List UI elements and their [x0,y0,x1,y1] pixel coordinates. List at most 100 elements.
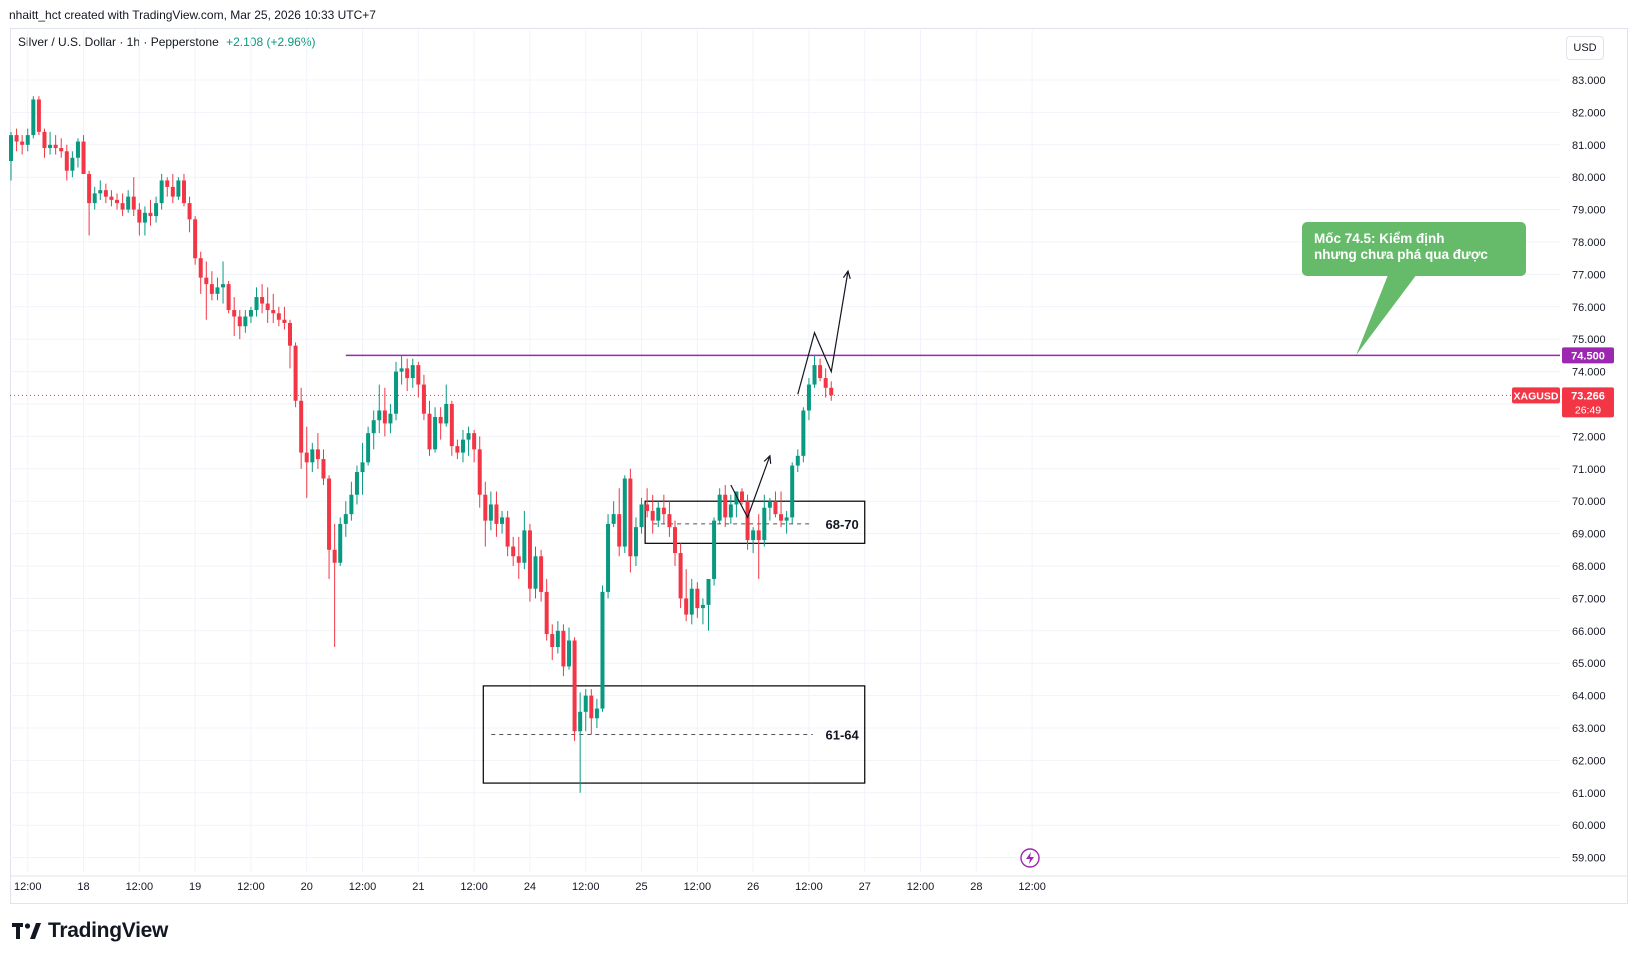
candle-body [288,323,292,346]
candle-body [617,514,622,547]
candle-body [64,151,69,171]
price-tick-label: 66.000 [1572,626,1606,638]
time-tick-label: 28 [970,881,982,893]
candle-body [460,439,465,453]
candle-body [271,310,276,314]
candle-body [449,404,454,447]
candle-body [304,452,309,463]
candle-body [148,212,153,217]
price-tick-label: 81.000 [1572,140,1606,152]
time-tick-label: 25 [635,881,647,893]
candle-body [382,410,387,424]
price-tick-label: 74.000 [1572,367,1606,379]
candle-body [354,472,359,495]
candle-body [170,186,175,197]
time-tick-label: 12:00 [14,881,42,893]
candle-body [555,630,560,647]
candle-body [142,212,147,223]
price-tick-label: 83.000 [1572,75,1606,87]
candle-body [433,416,438,450]
candle-body [500,517,505,524]
time-tick-label: 12:00 [349,881,377,893]
candle-body [126,196,131,210]
price-tick-label: 70.000 [1572,496,1606,508]
tradingview-logo[interactable]: TradingView [12,919,168,943]
candle-body [109,196,114,200]
candle-body [31,99,36,136]
candle-body [829,387,834,396]
time-tick-label: 12:00 [795,881,823,893]
candle-body [712,520,717,579]
candle-body [567,640,571,667]
zone-box [482,685,866,784]
candle-body [488,504,493,521]
time-tick-label: 12:00 [572,881,600,893]
candle-body [198,258,203,278]
candle-body [371,420,376,434]
candle-body [181,180,186,204]
candle-body [226,284,231,311]
zone-label: 68-70 [825,517,858,532]
candle-body [399,368,404,372]
price-tick-label: 67.000 [1572,593,1606,605]
candle-body [773,501,778,515]
countdown-text: 26:49 [1575,404,1601,416]
time-tick-label: 12:00 [126,881,154,893]
candle-body [327,478,332,550]
price-tick-label: 79.000 [1572,205,1606,217]
level-badge-text: 74.500 [1571,350,1605,362]
candle-body [516,556,521,563]
candle-body [20,141,25,145]
candle-body [734,491,739,505]
candle-body [349,494,354,515]
candle-body [561,630,566,667]
price-tick-label: 80.000 [1572,172,1606,184]
candle-body [823,378,828,388]
candle-body [315,449,320,460]
candle-body [751,530,756,541]
candle-body [276,313,281,320]
candle-body [511,546,516,557]
candle-body [92,193,97,204]
candle-body [260,297,265,304]
candle-body [472,433,477,450]
candle-body [667,514,672,528]
candle-body [421,384,426,414]
candle-body [550,634,555,647]
candle-body [248,310,253,317]
candle-body [215,287,220,294]
price-tick-label: 71.000 [1572,464,1606,476]
candle-body [650,510,655,521]
time-tick-label: 27 [859,881,871,893]
candle-body [14,135,19,142]
candle-body [243,316,248,327]
candle-body [527,530,532,589]
candle-body [522,530,527,563]
candle-body [790,465,795,518]
candle-body [332,549,337,563]
level-badge [1562,347,1614,364]
price-tick-label: 72.000 [1572,431,1606,443]
candle-body [739,491,744,502]
currency-button[interactable]: USD [1566,36,1604,60]
candle-body [254,297,259,311]
candle-body [762,507,767,541]
time-tick-label: 21 [412,881,424,893]
candle-body [594,708,599,719]
candle-body [717,494,722,521]
symbol-title: Silver / U.S. Dollar · 1h · Pepperstone [18,35,219,49]
symbol-legend[interactable]: Silver / U.S. Dollar · 1h · Pepperstone … [18,35,316,49]
candle-body [103,190,108,197]
candle-body [42,131,47,149]
chart-panel[interactable] [10,28,1628,904]
candle-body [70,157,75,171]
candle-body [661,507,666,515]
candle-body [310,449,315,463]
time-tick-label: 12:00 [684,881,712,893]
time-tick-label: 20 [301,881,313,893]
candle-body [767,501,772,508]
candle-body [812,365,817,385]
price-tick-label: 65.000 [1572,658,1606,670]
candle-body [706,578,711,605]
